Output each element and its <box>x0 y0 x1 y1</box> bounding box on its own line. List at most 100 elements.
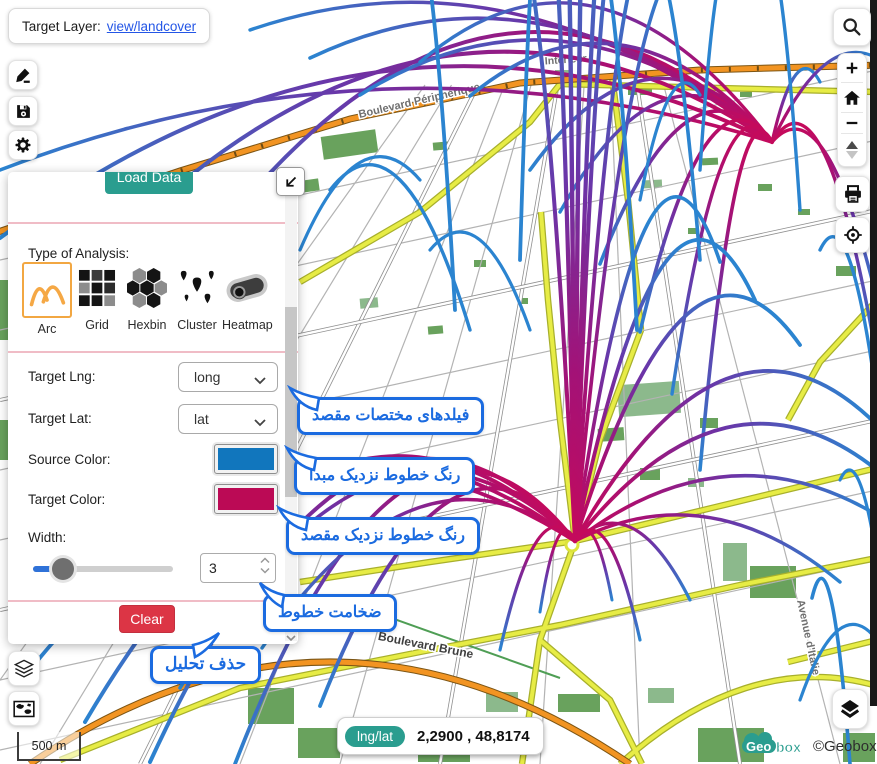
arc-icon <box>29 285 66 307</box>
print-icon <box>844 185 861 203</box>
width-value: 3 <box>209 560 217 576</box>
gear-icon <box>15 137 31 153</box>
pitch-up-icon[interactable] <box>844 140 860 150</box>
load-data-button[interactable]: Load Data <box>105 172 193 194</box>
map-style-button[interactable] <box>832 689 868 729</box>
chevron-down-icon <box>254 419 266 427</box>
target-lng-value: long <box>194 369 221 385</box>
settings-button[interactable] <box>8 130 38 160</box>
bubble-tail <box>276 505 310 532</box>
cluster-icon <box>180 270 214 304</box>
minus-icon <box>846 121 858 125</box>
search-icon <box>843 18 861 36</box>
clear-button[interactable]: Clear <box>119 605 175 633</box>
basemap-button[interactable] <box>8 691 40 726</box>
target-color-picker[interactable] <box>214 484 278 514</box>
diamond-layers-icon <box>840 700 860 718</box>
hexbin-icon <box>127 268 167 308</box>
edit-button[interactable] <box>8 60 38 90</box>
target-lng-select[interactable]: long <box>178 362 278 392</box>
zoom-control-group <box>837 53 867 167</box>
print-button[interactable] <box>835 176 870 212</box>
analysis-type-label: Arc <box>37 322 57 336</box>
width-label: Width: <box>28 530 67 545</box>
analysis-panel: Load Data Type of Analysis: Arc Grid <box>8 172 298 644</box>
source-color-label: Source Color: <box>28 452 111 467</box>
target-layer-link[interactable]: view/landcover <box>106 18 197 34</box>
target-lng-label: Target Lng: <box>28 369 96 384</box>
coords-value: 2,2900 , 48,8174 <box>417 727 530 745</box>
width-slider-fill <box>33 566 65 572</box>
bubble-tail <box>191 631 221 659</box>
width-slider-track[interactable] <box>33 566 173 572</box>
annotation-clear: حذف تحلیل <box>150 631 262 684</box>
scale-text: 500 m <box>31 738 67 753</box>
target-lat-select[interactable]: lat <box>178 404 278 434</box>
width-input[interactable]: 3 <box>200 553 276 583</box>
home-icon <box>844 90 860 105</box>
scale-bar: 500 m <box>17 732 81 761</box>
collapse-arrow-icon <box>285 176 296 187</box>
spinner-down-icon[interactable] <box>259 566 271 575</box>
analysis-type-label: Hexbin <box>127 318 167 332</box>
coordinates-display: lng/lat 2,2900 , 48,8174 <box>337 717 544 755</box>
analysis-type-arc[interactable]: Arc <box>22 262 72 336</box>
collapse-panel-button[interactable] <box>276 167 305 196</box>
grid-icon <box>78 269 116 307</box>
zoom-out-button[interactable] <box>838 113 866 133</box>
spinner-up-icon[interactable] <box>259 556 271 565</box>
analysis-type-label: Heatmap <box>222 318 273 332</box>
width-slider-handle[interactable] <box>52 558 74 580</box>
attribution: ©Geobox <box>813 738 877 755</box>
panel-scrollbar[interactable] <box>285 179 297 643</box>
pencil-icon <box>16 68 30 83</box>
target-color-label: Target Color: <box>28 492 106 507</box>
analysis-type-label: Cluster <box>177 318 217 332</box>
panel-divider <box>8 222 298 224</box>
analysis-type-cluster[interactable]: Cluster <box>172 262 222 332</box>
logo-cloud <box>742 732 776 753</box>
geobox-logo[interactable]: Geo box <box>738 731 814 764</box>
pitch-down-icon[interactable] <box>844 150 860 160</box>
logo-text-box: box <box>776 739 801 755</box>
annotation-target-color: رنگ خطوط نزدیک مقصد <box>276 505 481 555</box>
analysis-type-heatmap[interactable]: Heatmap <box>222 262 273 332</box>
save-button[interactable] <box>8 96 38 126</box>
zoom-in-button[interactable] <box>838 54 866 82</box>
plus-icon <box>846 62 858 74</box>
bubble-tail <box>287 385 321 412</box>
locate-button[interactable] <box>835 217 870 253</box>
target-layer-bar: Target Layer: view/landcover <box>8 8 211 44</box>
type-of-analysis-label: Type of Analysis: <box>28 246 130 261</box>
panel-divider <box>8 351 298 353</box>
target-lat-label: Target Lat: <box>28 411 92 426</box>
layers-icon <box>13 659 35 678</box>
source-color-picker[interactable] <box>214 444 278 474</box>
analysis-type-grid[interactable]: Grid <box>72 262 122 332</box>
pitch-control[interactable] <box>838 134 866 166</box>
world-map-icon <box>13 700 35 717</box>
bubble-tail <box>284 445 318 472</box>
home-button[interactable] <box>838 83 866 112</box>
target-layer-label: Target Layer: <box>22 18 101 34</box>
bubble-tail <box>258 582 286 609</box>
annotation-line-width: ضخامت خطوط <box>258 582 397 632</box>
source-color-swatch <box>218 448 274 470</box>
annotation-source-color: رنگ خطوط نزدیک مبدا <box>284 445 476 495</box>
heatmap-icon <box>226 274 268 302</box>
panel-divider <box>8 600 298 602</box>
layers-button[interactable] <box>8 651 40 686</box>
logo-text-geo: Geo <box>746 739 771 754</box>
chevron-down-icon <box>254 377 266 385</box>
target-color-swatch <box>218 488 274 510</box>
coords-label: lng/lat <box>345 725 406 747</box>
annotation-target-fields: فیلدهای مختصات مقصد <box>287 385 485 435</box>
scroll-down-icon[interactable] <box>285 633 297 643</box>
target-lat-value: lat <box>194 411 209 427</box>
analysis-type-hexbin[interactable]: Hexbin <box>122 262 172 332</box>
target-icon <box>843 226 862 244</box>
search-button[interactable] <box>833 8 871 46</box>
analysis-type-label: Grid <box>85 318 109 332</box>
save-icon <box>16 104 30 118</box>
